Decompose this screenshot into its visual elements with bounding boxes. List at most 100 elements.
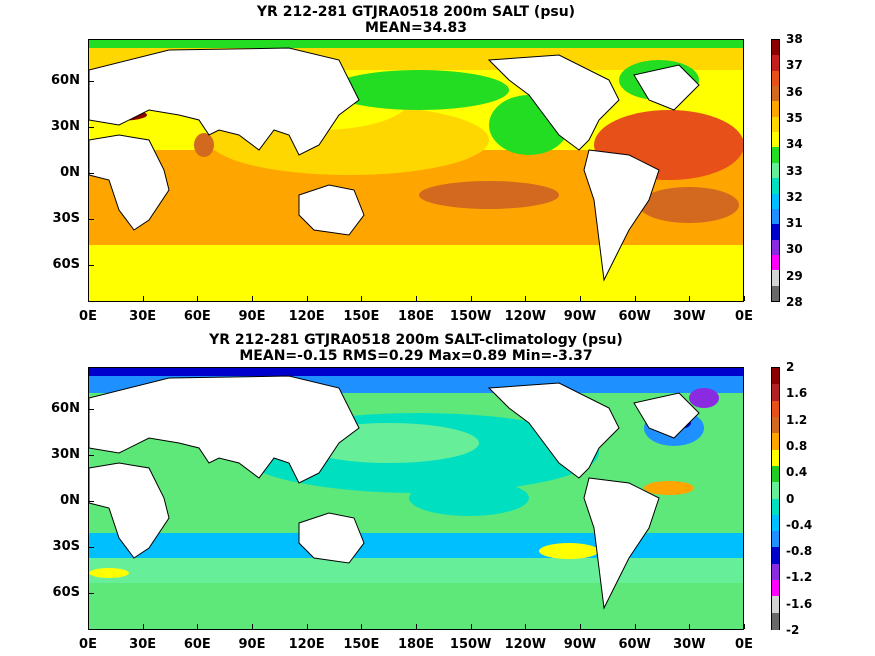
panel2-title: YR 212-281 GTJRA0518 200m SALT-climatolo… [209, 332, 623, 348]
lon-tick [525, 624, 527, 629]
colorbar-label: 0.4 [786, 465, 808, 480]
colorbar-label: -0.4 [786, 517, 813, 532]
lat-tick [89, 547, 94, 549]
lat-label: 30S [52, 211, 80, 227]
lon-tick [580, 296, 581, 301]
lat-tick [89, 127, 94, 129]
lon-tick [525, 296, 527, 301]
colorbar-segment [772, 147, 779, 164]
colorbar-segment [772, 400, 779, 418]
lat-label: 60N [51, 73, 80, 89]
continents [89, 375, 700, 610]
lon-label: 120E [288, 637, 325, 652]
colorbar-segment [772, 433, 779, 451]
colorbar-label: 29 [786, 268, 803, 283]
south-pacific-salty [419, 181, 559, 209]
lat-tick [89, 455, 94, 457]
lon-label: 30W [673, 637, 706, 652]
lon-label: 180E [397, 309, 435, 324]
lon-tick [416, 624, 417, 629]
lon-label: 0E [735, 637, 753, 652]
lon-tick [470, 296, 472, 301]
lon-tick [306, 296, 308, 301]
colorbar-segment [772, 254, 779, 271]
lon-tick [744, 296, 745, 301]
colorbar-label: 35 [786, 110, 803, 125]
colorbar-segment [772, 132, 779, 148]
colorbar-segment [772, 368, 779, 385]
colorbar-label: 37 [786, 58, 803, 73]
lon-tick [252, 296, 253, 301]
colorbar-segment [772, 285, 779, 302]
colorbar-segment [772, 178, 779, 195]
lon-tick [361, 296, 363, 301]
salinity-map [88, 39, 744, 302]
lon-label: 0E [735, 309, 753, 324]
lon-label: 150W [449, 309, 492, 324]
lon-tick [361, 624, 363, 629]
colorbar-segment [772, 86, 779, 102]
lat-label: 60N [51, 401, 80, 417]
lon-tick [470, 624, 472, 629]
colorbar-segment [772, 270, 779, 287]
colorbar-label: 34 [786, 137, 803, 152]
lon-label: 150E [343, 309, 380, 324]
colorbar-label: 28 [786, 295, 803, 309]
lon-label: 90W [563, 309, 597, 324]
colorbar-segment [772, 384, 779, 402]
lon-label: 90E [238, 637, 266, 652]
colorbar-segment [772, 40, 779, 56]
lat-label: 30S [52, 539, 80, 555]
lon-label: 90W [563, 637, 597, 652]
colorbar-segment [772, 612, 779, 630]
lon-label: 120W [504, 637, 547, 652]
lat-tick [89, 593, 94, 595]
colorbar [771, 367, 780, 630]
lon-tick [197, 296, 199, 301]
lon-label: 30E [129, 637, 157, 652]
colorbar-segment [772, 563, 779, 581]
panel1-title: YR 212-281 GTJRA0518 200m SALT (psu) [256, 4, 576, 20]
colorbar-label: 0 [786, 491, 795, 506]
lon-label: 60W [618, 309, 651, 324]
salinity-anomaly-map-svg [89, 368, 743, 629]
colorbar-label: -1.6 [786, 596, 813, 611]
colorbar-segment [772, 416, 779, 434]
salinity-map-svg [89, 40, 743, 301]
colorbar-segment [772, 449, 779, 467]
lon-label: 0E [79, 637, 97, 652]
colorbar-label: 0.8 [786, 438, 808, 453]
lon-label: 120E [288, 309, 325, 324]
lon-tick [306, 624, 308, 629]
lon-tick [252, 624, 253, 629]
colorbar-segment [772, 55, 779, 72]
lon-tick [416, 296, 417, 301]
lon-label: 150W [449, 637, 492, 652]
lat-label: 60S [52, 257, 80, 273]
colorbar-label: 1.6 [786, 386, 808, 401]
lon-tick [689, 624, 691, 629]
lat-label: 0N [60, 493, 80, 509]
colorbar-segment [772, 596, 779, 614]
colorbar-label: 30 [786, 242, 803, 257]
panel2-stats: MEAN=-0.15 RMS=0.29 Max=0.89 Min=-3.37 [239, 348, 593, 364]
lon-label: 0E [79, 309, 97, 324]
colorbar-segment [772, 547, 779, 565]
colorbar-label: 32 [786, 189, 803, 204]
south-pacific-positive [539, 543, 599, 559]
north-pacific-fresh [329, 70, 509, 110]
lon-tick [634, 296, 636, 301]
colorbar-segment [772, 162, 779, 179]
colorbar-segment [772, 101, 779, 118]
lon-label: 180E [397, 637, 435, 652]
colorbar-segment [772, 482, 779, 499]
colorbar-label: 38 [786, 32, 803, 46]
lon-label: 30W [673, 309, 706, 324]
colorbar-segment [772, 193, 779, 210]
lon-label: 90E [238, 309, 266, 324]
colorbar-label: 33 [786, 163, 803, 178]
lon-tick [88, 296, 89, 301]
colorbar-label: 1.2 [786, 412, 808, 427]
colorbar-segment [772, 239, 779, 256]
continents [89, 47, 700, 282]
